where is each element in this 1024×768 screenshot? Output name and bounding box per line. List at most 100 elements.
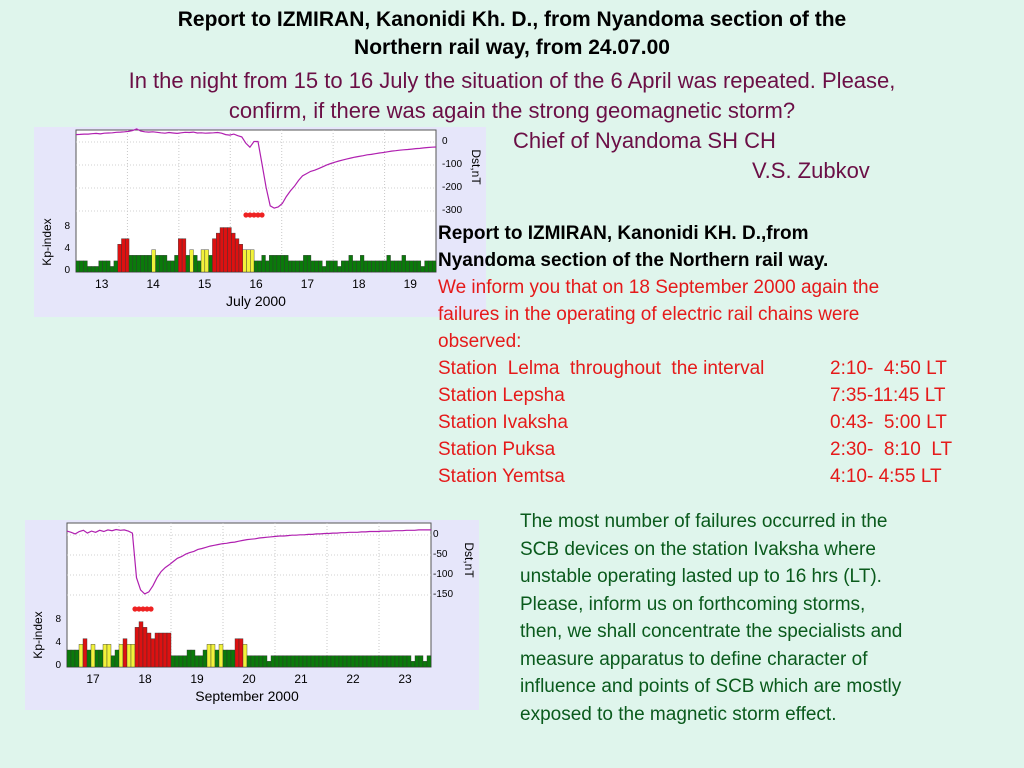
kp-bar	[146, 632, 152, 668]
kp-tick-8: 8	[64, 221, 70, 232]
kp-bar	[346, 655, 352, 668]
kp-bar	[114, 649, 120, 668]
kp-bar	[238, 244, 243, 273]
kp-bar	[182, 655, 188, 668]
kp-bar	[216, 232, 221, 273]
kp-bar	[352, 260, 357, 273]
dst-axis-label: Dst,nT	[462, 542, 476, 578]
kp-bar	[386, 255, 391, 273]
kp-bar	[326, 655, 332, 668]
x-tick-label: 13	[95, 277, 109, 291]
kp-bar	[413, 260, 418, 273]
kp-bar	[190, 649, 196, 668]
kp-bar	[265, 260, 270, 273]
kp-bar	[198, 655, 204, 668]
storm-marker-dot	[259, 212, 265, 218]
kp-bar	[382, 260, 387, 273]
kp-bar	[223, 227, 228, 273]
storm-marker-dot	[255, 212, 261, 218]
kp-bar	[138, 621, 144, 668]
storm-marker-dot	[136, 606, 142, 612]
kp-bar	[405, 260, 410, 273]
kp-bar	[290, 655, 296, 668]
kp-bar	[276, 255, 281, 273]
report-title-line2: Northern rail way, from 24.07.00	[354, 36, 670, 59]
kp-bar	[288, 260, 293, 273]
kp-bar	[121, 238, 126, 273]
kp-tick-4: 4	[55, 637, 61, 648]
dst-tick-0: 0	[433, 529, 439, 540]
kp-bar	[280, 255, 285, 273]
station-row: Station Ivaksha 0:43- 5:00 LT	[438, 409, 1018, 436]
kp-bar	[261, 255, 266, 273]
report-message-line2: confirm, if there was again the strong g…	[228, 98, 796, 123]
dst-tick-200: -200	[442, 182, 462, 193]
kp-bar	[193, 255, 198, 273]
kp-bar	[234, 638, 240, 668]
report-message: In the night from 15 to 16 July the situ…	[0, 66, 1024, 126]
kp-axis-label: Kp-index	[31, 611, 45, 658]
closing-paragraph: The most number of failures occurred in …	[520, 508, 990, 728]
kp-bar	[398, 655, 404, 668]
paragraph-line: then, we shall concentrate the specialis…	[520, 621, 903, 642]
kp-bar	[150, 638, 156, 668]
kp-bar	[204, 249, 209, 273]
station-name: Station Lepsha	[438, 385, 565, 406]
kp-bar	[82, 638, 88, 668]
kp-bar	[299, 260, 304, 273]
kp-bar	[197, 260, 202, 273]
september-report-intro-line2: failures in the operating of electric ra…	[438, 304, 860, 325]
kp-bar	[250, 249, 255, 273]
x-tick-label: 18	[138, 672, 152, 686]
kp-bar	[402, 655, 408, 668]
x-axis-label: July 2000	[226, 293, 286, 309]
kp-bar	[174, 255, 179, 273]
kp-bar	[87, 266, 92, 273]
kp-bar	[341, 260, 346, 273]
x-axis-label: September 2000	[195, 688, 299, 704]
kp-bar	[94, 649, 100, 668]
kp-bar	[181, 238, 187, 273]
kp-bar	[117, 244, 122, 273]
kp-bar	[202, 649, 208, 668]
kp-bar	[330, 655, 336, 668]
kp-bar	[155, 255, 160, 273]
kp-bar	[98, 260, 103, 273]
kp-bar	[333, 260, 338, 273]
kp-bar	[78, 644, 84, 668]
kp-bar	[234, 238, 240, 273]
storm-marker-dot	[148, 606, 154, 612]
kp-bar	[166, 632, 172, 668]
kp-bar	[162, 255, 168, 273]
station-name: Station Lelma throughout the interval	[438, 358, 765, 379]
signature-name: V.S. Zubkov	[752, 158, 870, 183]
kp-bar	[306, 255, 312, 273]
kp-bar	[266, 661, 272, 668]
kp-bar	[274, 655, 280, 668]
kp-bar	[286, 655, 292, 668]
kp-bar	[258, 655, 264, 668]
kp-bar	[109, 266, 115, 273]
kp-bar	[418, 655, 424, 668]
kp-bar	[75, 260, 80, 273]
september-report-head-line2: Nyandoma section of the Northern rail wa…	[438, 250, 829, 271]
kp-bar	[162, 632, 168, 668]
x-tick-label: 14	[146, 277, 160, 291]
kp-bar	[110, 655, 116, 668]
x-tick-label: 20	[242, 672, 256, 686]
kp-bar	[397, 260, 403, 273]
kp-bar	[74, 649, 80, 668]
september-report-intro-line1: We inform you that on 18 September 2000 …	[438, 277, 880, 298]
kp-bar	[158, 632, 164, 668]
x-tick-label: 15	[198, 277, 212, 291]
kp-bar	[322, 266, 327, 273]
kp-bar	[406, 655, 412, 668]
kp-bar	[306, 655, 312, 668]
x-tick-label: 23	[398, 672, 412, 686]
kp-bar	[178, 655, 184, 668]
kp-bar	[246, 249, 251, 273]
kp-bar	[382, 655, 388, 668]
kp-bar	[90, 266, 96, 273]
kp-bar	[174, 655, 180, 668]
kp-bar	[366, 655, 372, 668]
